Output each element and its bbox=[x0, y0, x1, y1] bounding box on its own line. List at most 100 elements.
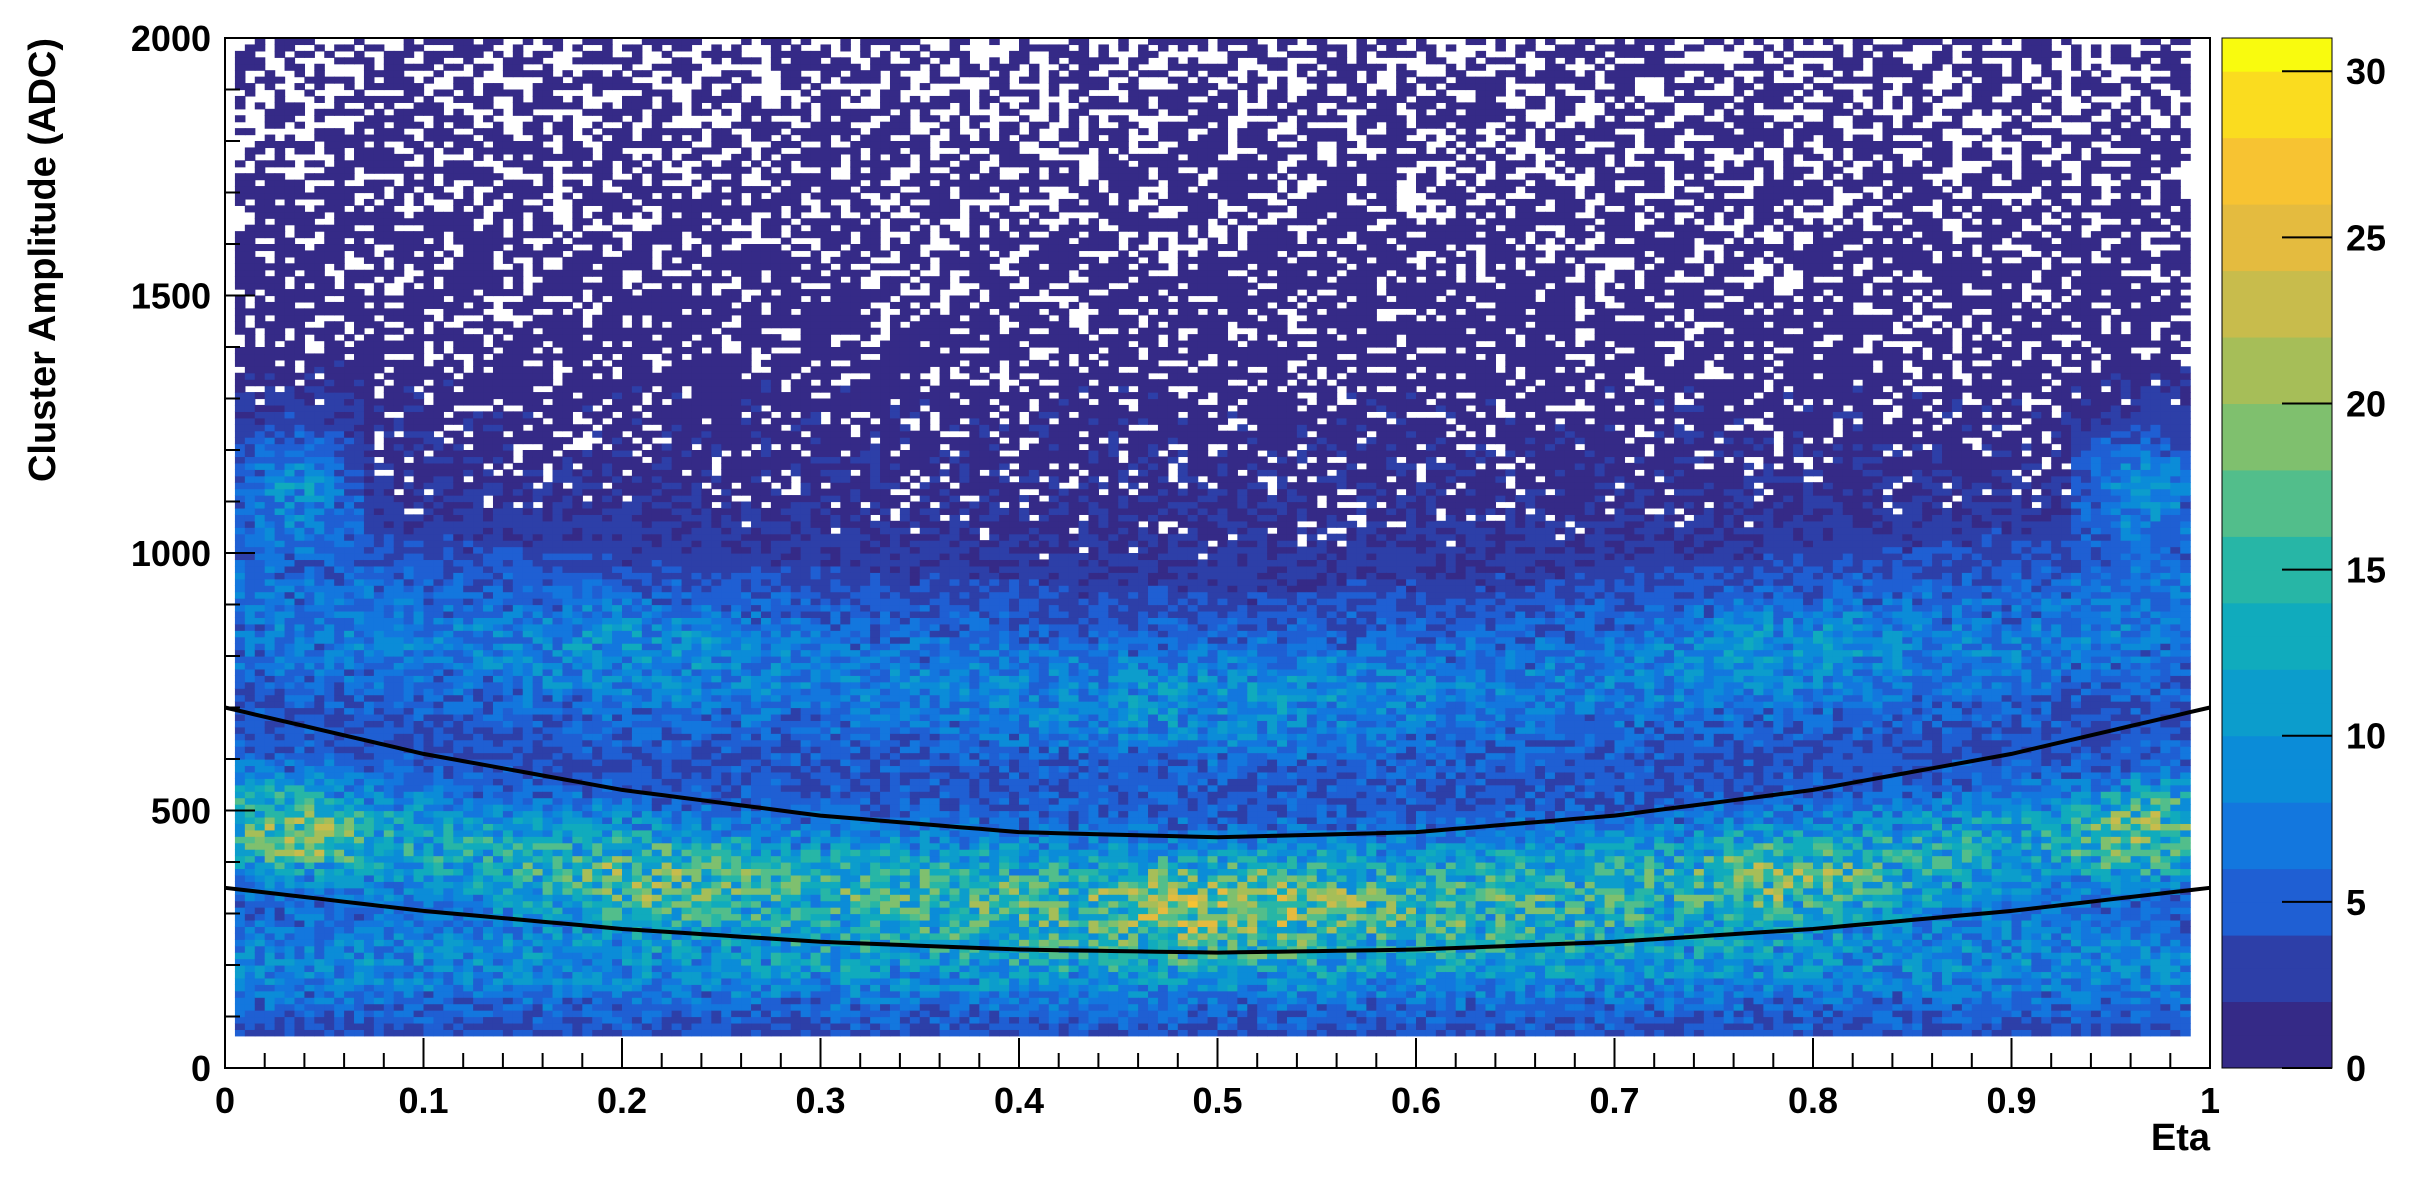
heatmap-cell bbox=[443, 604, 454, 612]
heatmap-cell bbox=[304, 540, 315, 548]
heatmap-cell bbox=[502, 887, 514, 895]
heatmap-cell bbox=[512, 675, 524, 683]
heatmap-cell bbox=[502, 720, 514, 728]
heatmap-cell bbox=[294, 456, 306, 464]
heatmap-cell bbox=[354, 95, 365, 103]
heatmap-cell bbox=[423, 456, 435, 464]
heatmap-cell bbox=[274, 456, 286, 464]
heatmap-cell bbox=[582, 707, 593, 715]
heatmap-cell bbox=[294, 932, 306, 940]
heatmap-cell bbox=[234, 488, 246, 496]
heatmap-cell bbox=[552, 874, 564, 882]
heatmap-cell bbox=[304, 842, 315, 850]
heatmap-cell bbox=[492, 565, 504, 573]
heatmap-cell bbox=[234, 192, 246, 200]
heatmap-cell bbox=[433, 269, 444, 277]
heatmap-cell bbox=[562, 649, 573, 657]
heatmap-cell bbox=[592, 269, 603, 277]
heatmap-cell bbox=[363, 630, 375, 638]
heatmap-cell bbox=[512, 842, 524, 850]
heatmap-cell bbox=[532, 437, 544, 445]
heatmap-cell bbox=[244, 965, 256, 973]
heatmap-cell bbox=[274, 932, 286, 940]
heatmap-cell bbox=[413, 707, 425, 715]
heatmap-cell bbox=[562, 546, 573, 554]
heatmap-cell bbox=[512, 765, 524, 773]
heatmap-cell bbox=[512, 894, 524, 902]
heatmap-cell bbox=[284, 314, 296, 322]
heatmap-cell bbox=[244, 662, 256, 670]
heatmap-cell bbox=[294, 372, 306, 380]
heatmap-cell bbox=[324, 166, 335, 174]
heatmap-cell bbox=[363, 198, 375, 206]
heatmap-cell bbox=[522, 475, 534, 483]
heatmap-cell bbox=[552, 495, 564, 503]
heatmap-cell bbox=[592, 707, 603, 715]
heatmap-cell bbox=[463, 385, 474, 393]
heatmap-cell bbox=[512, 733, 524, 741]
heatmap-cell bbox=[592, 1003, 603, 1011]
heatmap-cell bbox=[264, 610, 276, 618]
heatmap-cell bbox=[254, 282, 266, 290]
heatmap-cell bbox=[443, 958, 454, 966]
heatmap-cell bbox=[552, 610, 564, 618]
heatmap-cell bbox=[383, 739, 395, 747]
heatmap-cell bbox=[592, 379, 603, 387]
heatmap-cell bbox=[354, 952, 365, 960]
heatmap-cell bbox=[304, 231, 315, 239]
heatmap-cell bbox=[423, 501, 435, 509]
heatmap-cell bbox=[334, 932, 345, 940]
heatmap-cell bbox=[522, 656, 534, 664]
heatmap-cell bbox=[274, 688, 286, 696]
heatmap-cell bbox=[403, 836, 415, 844]
heatmap-cell bbox=[314, 520, 325, 528]
heatmap-cell bbox=[304, 475, 315, 483]
heatmap-cell bbox=[522, 784, 534, 792]
heatmap-cell bbox=[552, 314, 564, 322]
heatmap-cell bbox=[433, 327, 444, 335]
heatmap-cell bbox=[274, 784, 286, 792]
heatmap-cell bbox=[324, 205, 335, 213]
heatmap-cell bbox=[453, 656, 464, 664]
heatmap-cell bbox=[413, 656, 425, 664]
heatmap-cell bbox=[572, 604, 583, 612]
heatmap-cell bbox=[492, 707, 504, 715]
heatmap-cell bbox=[294, 971, 306, 979]
heatmap-cell bbox=[234, 804, 246, 812]
heatmap-cell bbox=[542, 816, 554, 824]
heatmap-cell bbox=[304, 604, 315, 612]
heatmap-cell bbox=[363, 713, 375, 721]
heatmap-cell bbox=[463, 752, 474, 760]
heatmap-cell bbox=[234, 482, 246, 490]
heatmap-cell bbox=[453, 166, 464, 174]
heatmap-cell bbox=[473, 1003, 484, 1011]
heatmap-cell bbox=[433, 720, 444, 728]
heatmap-cell bbox=[542, 289, 554, 297]
heatmap-cell bbox=[324, 443, 335, 451]
heatmap-cell bbox=[522, 752, 534, 760]
heatmap-cell bbox=[254, 475, 266, 483]
heatmap-cell bbox=[363, 295, 375, 303]
heatmap-cell bbox=[354, 546, 365, 554]
heatmap-cell bbox=[463, 572, 474, 580]
heatmap-cell bbox=[453, 83, 464, 91]
heatmap-cell bbox=[532, 95, 544, 103]
heatmap-cell bbox=[532, 610, 544, 618]
heatmap-cell bbox=[483, 44, 494, 52]
heatmap-cell bbox=[463, 862, 474, 870]
heatmap-cell bbox=[512, 720, 524, 728]
heatmap-cell bbox=[403, 417, 415, 425]
heatmap-cell bbox=[234, 256, 246, 264]
heatmap-cell bbox=[423, 997, 435, 1005]
heatmap-cell bbox=[592, 688, 603, 696]
heatmap-cell bbox=[522, 578, 534, 586]
heatmap-cell bbox=[562, 675, 573, 683]
heatmap-cell bbox=[463, 417, 474, 425]
heatmap-cell bbox=[463, 411, 474, 419]
heatmap-cell bbox=[294, 218, 306, 226]
heatmap-cell bbox=[433, 1022, 444, 1030]
heatmap-cell bbox=[443, 314, 454, 322]
heatmap-cell bbox=[433, 797, 444, 805]
heatmap-cell bbox=[433, 256, 444, 264]
heatmap-cell bbox=[354, 578, 365, 586]
